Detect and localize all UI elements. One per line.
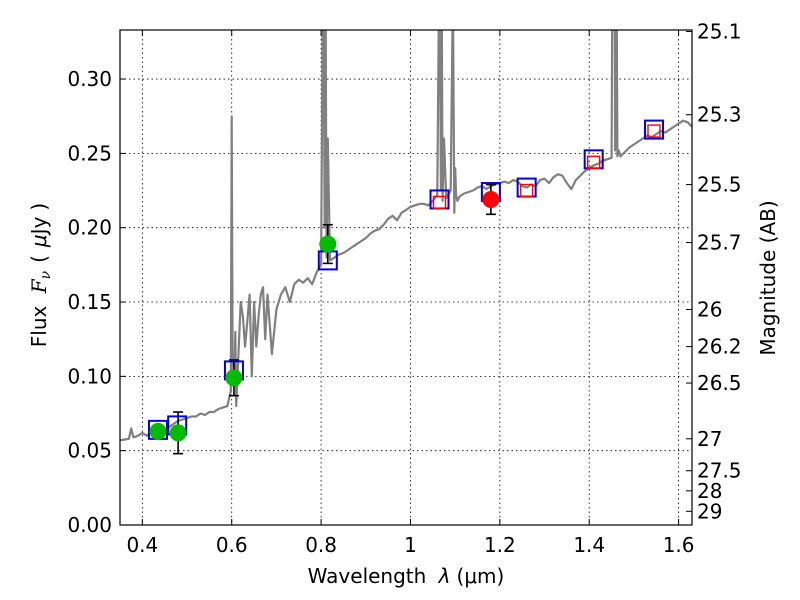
red-square-marker: [519, 183, 534, 198]
right-tick-label: 25.7: [697, 231, 742, 255]
spectrum-series: [120, 30, 692, 442]
right-tick-label: 29: [697, 499, 722, 523]
y-tick-label: 0.15: [67, 290, 112, 314]
right-tick-label: 25.3: [697, 103, 742, 127]
right-tick-label: 26: [697, 297, 722, 321]
y-tick-label: 0.30: [67, 67, 112, 91]
green-circle-marker: [149, 422, 167, 440]
y-tick-label: 0.05: [67, 439, 112, 463]
x-tick-label: 1.2: [484, 533, 516, 557]
red-circle-marker: [482, 190, 500, 208]
red-square-marker: [586, 155, 601, 169]
green-circle-marker: [169, 424, 187, 442]
x-tick-label: 0.4: [126, 533, 158, 557]
data-markers: [147, 119, 665, 455]
right-tick-label: 25.5: [697, 173, 742, 197]
y-tick-label: 0.10: [67, 364, 112, 388]
y-tick-label: 0.00: [67, 513, 112, 537]
spectrum-line: [120, 30, 692, 442]
grid-lines: [120, 30, 692, 526]
right-axis-label: Magnitude (AB): [756, 200, 780, 355]
y-tick-label: 0.20: [67, 216, 112, 240]
y-axis-label: Flux Fν(μJy): [27, 203, 54, 347]
x-tick-label: 0.6: [216, 533, 248, 557]
x-tick-label: 1: [404, 533, 417, 557]
right-tick-label: 25.1: [697, 19, 742, 43]
blue-square-marker: [644, 119, 665, 140]
x-tick-label: 1.4: [573, 533, 605, 557]
right-tick-label: 27: [697, 427, 722, 451]
y-tick-label: 0.25: [67, 141, 112, 165]
red-square-marker: [432, 195, 447, 210]
x-tick-label: 0.8: [305, 533, 337, 557]
green-circle-marker: [319, 235, 337, 253]
x-axis-label: Wavelength λ (μm): [308, 564, 505, 588]
right-tick-label: 27.5: [697, 459, 742, 483]
green-circle-marker: [225, 369, 243, 387]
right-tick-label: 28: [697, 479, 722, 503]
y-axis-ticks: 0.00 0.05 0.10 0.15 0.20 0.25 0.30: [67, 67, 126, 537]
right-tick-label: 26.2: [697, 335, 742, 359]
x-tick-label: 1.6: [663, 533, 695, 557]
plot-frame: [119, 29, 693, 526]
right-tick-label: 26.5: [697, 371, 742, 395]
red-square-marker: [647, 124, 661, 138]
x-axis-ticks: 0.4 0.6 0.8 1 1.2 1.4 1.6: [126, 30, 695, 557]
